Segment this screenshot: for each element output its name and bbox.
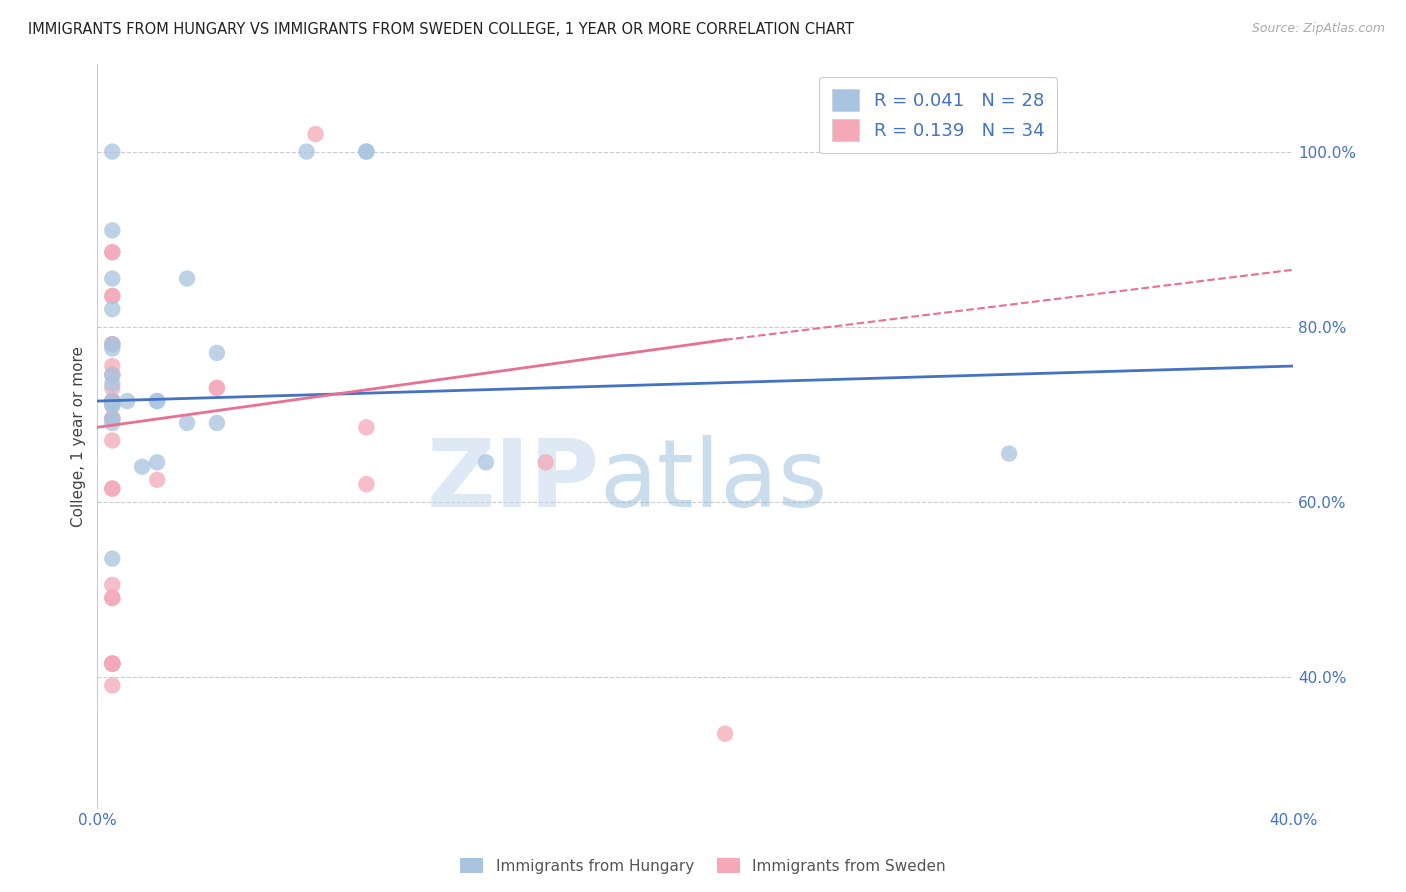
Point <box>146 455 169 469</box>
Point <box>205 381 228 395</box>
Point <box>101 591 124 605</box>
Point <box>101 289 124 303</box>
Point <box>205 346 228 360</box>
Point <box>356 145 378 159</box>
Point <box>101 578 124 592</box>
Point <box>101 271 124 285</box>
Point <box>101 381 124 395</box>
Point <box>176 416 198 430</box>
Point <box>115 394 138 409</box>
Legend: R = 0.041   N = 28, R = 0.139   N = 34: R = 0.041 N = 28, R = 0.139 N = 34 <box>820 77 1057 153</box>
Point <box>101 411 124 425</box>
Point <box>131 459 153 474</box>
Point <box>146 394 169 409</box>
Point <box>101 482 124 496</box>
Point <box>101 245 124 260</box>
Point <box>101 394 124 409</box>
Point <box>146 394 169 409</box>
Text: ZIP: ZIP <box>426 434 599 526</box>
Point <box>101 591 124 605</box>
Point <box>534 455 557 469</box>
Point <box>101 399 124 413</box>
Y-axis label: College, 1 year or more: College, 1 year or more <box>72 345 86 526</box>
Point <box>205 416 228 430</box>
Point <box>101 145 124 159</box>
Point <box>101 289 124 303</box>
Point <box>101 657 124 671</box>
Point <box>101 679 124 693</box>
Text: IMMIGRANTS FROM HUNGARY VS IMMIGRANTS FROM SWEDEN COLLEGE, 1 YEAR OR MORE CORREL: IMMIGRANTS FROM HUNGARY VS IMMIGRANTS FR… <box>28 22 853 37</box>
Point <box>205 381 228 395</box>
Point <box>101 394 124 409</box>
Point <box>101 657 124 671</box>
Point <box>101 657 124 671</box>
Point <box>101 411 124 425</box>
Point <box>146 473 169 487</box>
Point <box>101 376 124 391</box>
Point <box>356 477 378 491</box>
Point <box>101 337 124 351</box>
Point <box>101 416 124 430</box>
Point <box>101 551 124 566</box>
Point <box>101 482 124 496</box>
Point <box>101 337 124 351</box>
Point <box>998 446 1021 460</box>
Point <box>101 399 124 413</box>
Point <box>176 271 198 285</box>
Point <box>101 359 124 373</box>
Point <box>101 223 124 237</box>
Point <box>101 411 124 425</box>
Point <box>714 727 737 741</box>
Text: atlas: atlas <box>599 434 828 526</box>
Point <box>101 302 124 317</box>
Point <box>101 657 124 671</box>
Point <box>101 434 124 448</box>
Point <box>475 455 498 469</box>
Point <box>101 394 124 409</box>
Point <box>101 337 124 351</box>
Point <box>304 127 326 141</box>
Point <box>356 420 378 434</box>
Point <box>295 145 318 159</box>
Point <box>101 368 124 382</box>
Point <box>101 394 124 409</box>
Text: Source: ZipAtlas.com: Source: ZipAtlas.com <box>1251 22 1385 36</box>
Legend: Immigrants from Hungary, Immigrants from Sweden: Immigrants from Hungary, Immigrants from… <box>454 852 952 880</box>
Point <box>101 342 124 356</box>
Point <box>356 145 378 159</box>
Point <box>101 394 124 409</box>
Point <box>101 245 124 260</box>
Point <box>101 368 124 382</box>
